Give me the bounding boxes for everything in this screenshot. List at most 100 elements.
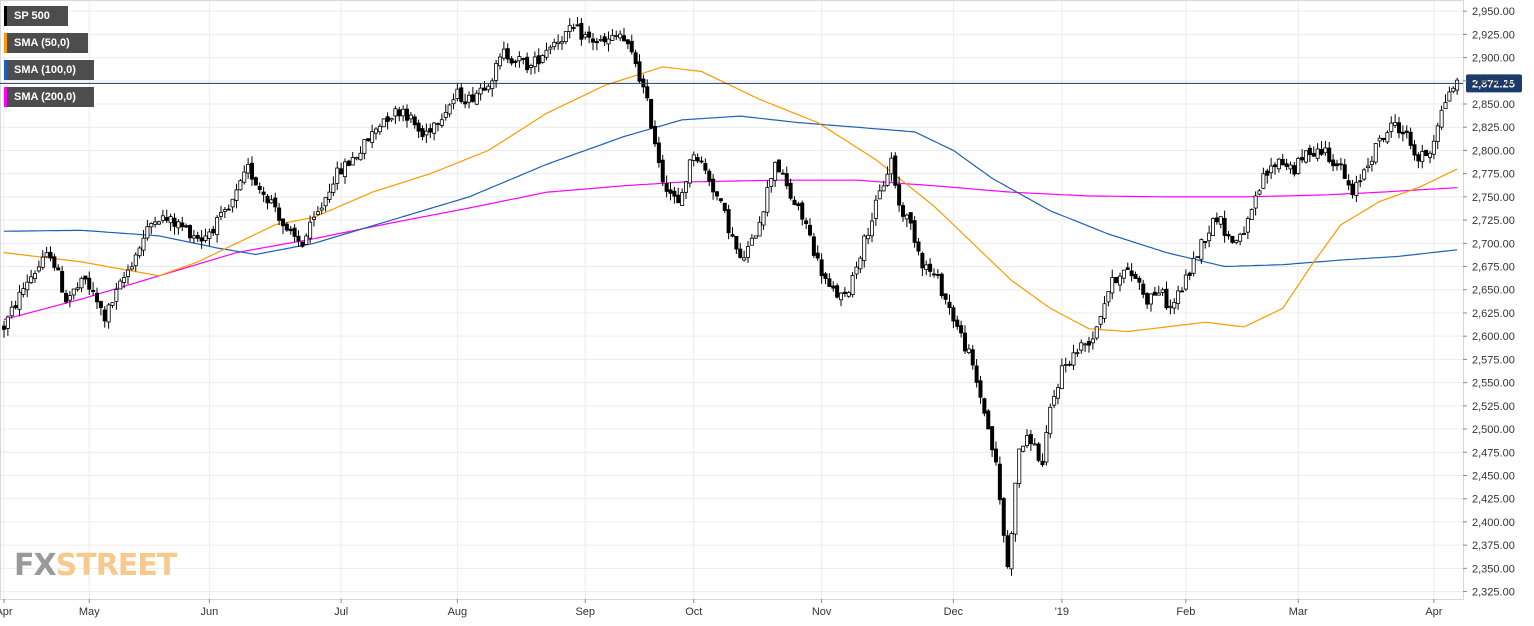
candle-body: [226, 208, 231, 211]
candle-body: [350, 157, 355, 166]
candle-body: [1447, 91, 1452, 102]
candle-body: [1195, 256, 1200, 259]
candle-body: [242, 171, 247, 183]
candle-body: [1311, 152, 1316, 157]
legend-item-sma200[interactable]: SMA (200,0): [4, 87, 94, 107]
candle-body: [928, 263, 933, 272]
candle-body: [742, 257, 747, 261]
candle-body: [277, 207, 282, 221]
candle-body: [1280, 159, 1285, 166]
candle-body: [13, 305, 18, 309]
candle-body: [521, 58, 526, 60]
candle-body: [560, 41, 565, 44]
candle-body: [924, 264, 929, 271]
sma-path: [3, 179, 1458, 321]
legend-item-sma50[interactable]: SMA (50,0): [4, 33, 88, 53]
candle-body: [711, 178, 716, 193]
candle-body: [153, 221, 158, 225]
y-tick-label: 2,575.00: [1472, 354, 1515, 366]
candle-body: [48, 251, 53, 259]
candle-body: [470, 94, 475, 102]
candle-body: [505, 48, 510, 60]
candle-body: [1180, 290, 1185, 293]
candle-body: [2, 325, 7, 330]
candle-body: [246, 163, 251, 174]
candle-body: [866, 234, 871, 240]
y-tick-label: 2,600.00: [1472, 331, 1515, 343]
candle-body: [354, 157, 359, 160]
y-tick-label: 2,875.00: [1472, 76, 1515, 88]
candle-body: [1369, 160, 1374, 166]
candle-body: [718, 198, 723, 202]
candle-body: [583, 34, 588, 38]
candle-body: [1199, 239, 1204, 260]
candle-body: [323, 196, 328, 207]
candle-body: [1090, 338, 1095, 344]
y-tick-label: 2,625.00: [1472, 308, 1515, 320]
candle-body: [1005, 535, 1010, 568]
candle-body: [1366, 165, 1371, 169]
candle-body: [1354, 181, 1359, 196]
y-tick-label: 2,825.00: [1472, 122, 1515, 134]
candle-body: [959, 325, 964, 334]
candle-body: [1098, 316, 1103, 325]
candle-body: [978, 380, 983, 398]
x-axis: Apr May Jun Jul Aug Sep Oct Nov Dec '19 Feb Mar Apr: [0, 599, 1443, 618]
candle-body: [1075, 352, 1080, 355]
candle-body: [187, 225, 192, 239]
candle-body: [296, 235, 301, 242]
candle-body: [1118, 275, 1123, 286]
legend-label: SMA (200,0): [14, 91, 76, 103]
candle-body: [408, 114, 413, 120]
candle-body: [529, 65, 534, 68]
candle-body: [443, 111, 448, 118]
candle-body: [1001, 498, 1006, 536]
candle-body: [703, 162, 708, 171]
candle-body: [1428, 152, 1433, 158]
candle-body: [490, 80, 495, 89]
candle-body: [757, 221, 762, 237]
legend-item-sp500[interactable]: SP 500: [4, 6, 68, 26]
candle-body: [1160, 289, 1165, 293]
candle-body: [1265, 170, 1270, 176]
candle-body: [1416, 154, 1421, 162]
candle-body: [715, 191, 720, 197]
candle-body: [428, 128, 433, 133]
candle-body: [249, 162, 254, 180]
x-tick-label: Feb: [1176, 606, 1195, 618]
candle-body: [982, 398, 987, 414]
candle-body: [1234, 240, 1239, 243]
candle-body: [1381, 137, 1386, 141]
candle-body: [478, 87, 483, 95]
candle-body: [304, 235, 309, 245]
candle-body: [1079, 342, 1084, 351]
candle-body: [943, 293, 948, 300]
candle-body: [160, 215, 165, 221]
candle-body: [1350, 183, 1355, 196]
last-price-box: [1466, 74, 1522, 93]
candle-body: [33, 273, 38, 280]
candle-body: [618, 33, 623, 39]
candle-body: [1025, 435, 1030, 447]
candle-body: [195, 234, 200, 239]
logo-fx: FX: [14, 548, 57, 583]
candle-body: [765, 187, 770, 213]
candle-body: [1226, 234, 1231, 237]
candle-body: [1319, 148, 1324, 155]
candle-body: [71, 288, 76, 296]
candle-body: [842, 291, 847, 294]
candle-body: [397, 109, 402, 117]
candle-body: [749, 237, 754, 246]
candle-body: [253, 177, 258, 186]
x-tick-label: Dec: [944, 606, 964, 618]
candle-body: [60, 271, 65, 293]
candle-body: [1335, 163, 1340, 167]
candle-body: [416, 122, 421, 132]
y-tick-label: 2,425.00: [1472, 494, 1515, 506]
legend-item-sma100[interactable]: SMA (100,0): [4, 60, 94, 80]
candle-body: [610, 34, 615, 41]
candle-body: [1315, 148, 1320, 159]
candle-body: [435, 123, 440, 125]
candle-body: [1284, 163, 1289, 167]
